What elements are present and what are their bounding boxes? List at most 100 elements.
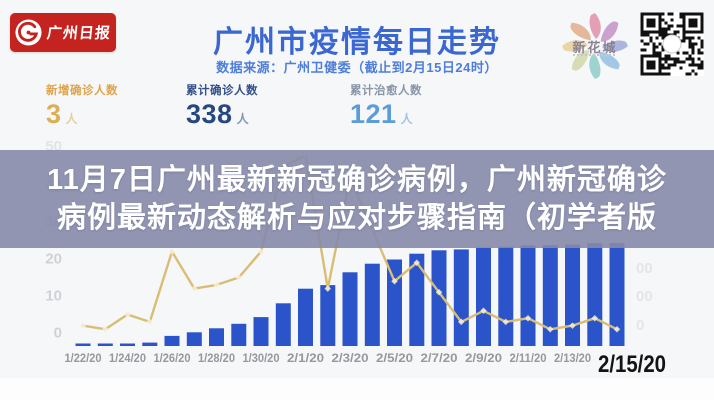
line-marker-icon [435,289,443,296]
newspaper-emblem-icon [15,19,42,46]
qr-module [700,66,704,70]
qr-module [667,66,671,70]
guangzhou-daily-logo: 广州日报 [10,13,116,52]
line-marker-icon [257,248,265,255]
bar [431,250,447,346]
qr-module [649,39,653,43]
qr-module [652,51,656,55]
x-axis-tick: 2/13/20 [554,353,591,365]
qr-module [694,63,698,67]
qr-module [676,24,680,28]
line-marker-icon [146,318,154,326]
line-marker-icon [190,285,198,292]
bar [275,303,291,346]
bar [231,323,247,346]
line-marker-icon [480,307,487,315]
qr-center-badge [662,34,682,54]
petal-shape [602,40,628,52]
y-axis-tick-left: 10 [45,288,62,305]
qr-module [685,57,689,61]
y-axis-tick-right: 00 [636,260,653,277]
x-axis-tick: 2/5/20 [376,353,413,365]
qr-module [682,60,686,64]
qr-module [691,60,695,64]
qr-module [676,51,680,55]
line-marker-icon [569,322,576,329]
qr-module [673,63,677,67]
qr-module [643,42,647,46]
qr-module [694,72,698,76]
overlay-banner: 11月7日广州最新新冠确诊病例，广州新冠确诊 病例最新动态解析与应对步骤指南（初… [0,150,714,248]
qr-module [694,42,698,46]
qr-module [661,30,665,34]
qr-module [688,45,692,49]
qr-module [682,33,686,37]
stat-label: 累计确诊人数 [186,85,258,97]
qr-module [661,66,665,70]
qr-module [640,48,644,52]
bar [409,253,425,346]
qr-module [688,42,692,46]
bar [342,272,358,346]
qr-module [697,63,701,67]
qr-module [697,57,701,61]
qr-module [679,12,683,16]
bar [498,246,514,346]
qr-module [670,57,674,61]
y-axis-tick-left: 20 [45,251,62,268]
qr-code [640,12,704,76]
bottom-strip [0,378,714,400]
qr-module [670,12,674,16]
qr-module [643,33,647,37]
overlay-title-line1: 11月7日广州最新新冠确诊病例，广州新冠确诊 [47,164,667,196]
qr-module [658,51,662,55]
stat-unit: 人 [236,112,249,126]
bar [120,343,135,346]
qr-module [655,51,659,55]
qr-module [664,27,668,31]
petal-shape [589,13,601,39]
qr-module [691,51,695,55]
qr-module [700,63,704,67]
qr-module [655,45,659,49]
qr-module [667,27,671,31]
bar [320,285,336,346]
line-marker-icon [591,314,599,322]
qr-module [673,30,677,34]
qr-module [691,63,695,67]
y-axis-tick-right: 0 [636,317,644,334]
line-marker-icon [124,311,131,318]
bar [364,263,380,346]
bar [565,244,580,346]
line-marker-icon [79,322,87,329]
qr-module [676,30,680,34]
line-marker-icon [324,285,332,292]
qr-module [649,36,653,40]
bar [186,332,202,346]
qr-module [685,36,689,40]
qr-module [670,63,674,67]
badge-tagline-dots [573,54,617,56]
bar [209,328,224,346]
petal-shape [589,53,601,79]
y-axis-tick-left: 0 [54,325,62,342]
bar [609,243,625,346]
line-marker-icon [235,274,243,281]
bar [387,259,402,346]
x-axis-highlight-label: 2/15/20 [598,351,666,378]
qr-module [643,48,647,52]
qr-module [664,60,668,64]
qr-module [667,54,671,58]
x-axis-tick: 2/11/20 [510,353,547,365]
xinhuacheng-badge: 新花城 [556,6,634,88]
bar [520,245,536,346]
qr-module [673,57,677,61]
badge-label: 新花城 [572,40,618,55]
line-marker-icon [546,326,554,333]
qr-module [658,33,662,37]
qr-module [658,42,662,46]
x-axis-tick: 2/7/20 [421,353,458,365]
line-marker-icon [413,259,421,266]
stat-value: 3 [46,99,62,129]
